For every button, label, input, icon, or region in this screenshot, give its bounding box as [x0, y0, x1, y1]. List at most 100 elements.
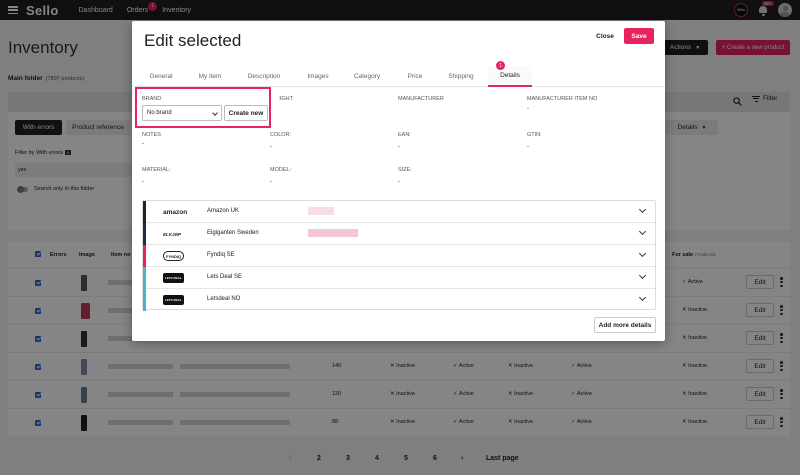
filter-button[interactable]: Filter	[752, 95, 777, 102]
nav-link-inventory[interactable]: Inventory	[162, 6, 192, 14]
gtin-value[interactable]: -	[527, 144, 529, 150]
chevron-down-icon[interactable]	[638, 293, 647, 302]
page-4[interactable]: 4	[375, 455, 379, 462]
menu-icon[interactable]	[8, 6, 18, 14]
tab-my-item[interactable]: My item	[198, 73, 222, 80]
nav-link-dashboard[interactable]: Dashboard	[78, 6, 113, 14]
row-checkbox[interactable]	[35, 308, 41, 314]
edit-button[interactable]: Edit	[746, 331, 774, 345]
more-options-icon[interactable]	[780, 305, 783, 315]
tab-with-errors[interactable]: With errors	[15, 120, 62, 135]
channel-status-cell: ✕ Inactive	[390, 391, 416, 397]
more-options-icon[interactable]	[780, 417, 783, 427]
more-options-icon[interactable]	[780, 333, 783, 343]
close-button[interactable]: Close	[596, 32, 614, 40]
quantity-cell: 120	[332, 391, 342, 397]
chevron-down-icon[interactable]	[638, 249, 647, 258]
table-row[interactable]: 88 ✕ Inactive ✓ Active ✕ Inactive ✓ Active ✕ …	[8, 408, 790, 435]
product-thumbnail	[81, 387, 87, 403]
next-page-icon[interactable]: ›	[461, 455, 464, 462]
select-all-checkbox[interactable]	[35, 251, 41, 257]
tab-price[interactable]: Price	[407, 73, 423, 80]
row-checkbox[interactable]	[35, 420, 41, 426]
user-avatar[interactable]	[778, 3, 792, 17]
last-page-link[interactable]: Last page	[486, 455, 519, 462]
tab-general[interactable]: General	[149, 73, 173, 80]
quantity-cell: 140	[332, 363, 342, 369]
tab-images[interactable]: Images	[307, 73, 329, 80]
more-options-icon[interactable]	[780, 389, 783, 399]
manufacturer-item-no-value[interactable]: -	[527, 106, 529, 112]
edit-button[interactable]: Edit	[746, 387, 774, 401]
notifications-bell-icon[interactable]: 99+	[758, 1, 774, 16]
row-checkbox[interactable]	[35, 280, 41, 286]
ean-value[interactable]: -	[398, 144, 400, 150]
table-row[interactable]: 120 ✕ Inactive ✓ Active ✕ Inactive ✓ Active ✕…	[8, 380, 790, 407]
modal-title: Edit selected	[144, 31, 242, 50]
title-redacted	[180, 420, 290, 425]
edit-button[interactable]: Edit	[746, 303, 774, 317]
row-checkbox[interactable]	[35, 392, 41, 398]
chevron-down-icon: ▼	[695, 44, 701, 51]
brand-select[interactable]: No brand	[142, 105, 222, 121]
create-product-button[interactable]: + Create a new product	[716, 40, 790, 55]
folder-label: Main folder	[8, 75, 43, 82]
chevron-down-icon[interactable]	[638, 271, 647, 280]
account-logo-icon[interactable]: Sello	[734, 3, 748, 17]
page-6[interactable]: 6	[433, 455, 437, 462]
page-3[interactable]: 3	[346, 455, 350, 462]
chevron-down-icon[interactable]	[638, 205, 647, 214]
tab-shipping[interactable]: Shipping	[448, 73, 474, 80]
tab-category[interactable]: Category	[353, 73, 381, 80]
filter-value-field[interactable]: yes	[15, 163, 133, 177]
orders-badge: 1	[148, 1, 158, 11]
chevron-down-icon	[212, 110, 218, 116]
page-5[interactable]: 5	[404, 455, 408, 462]
row-checkbox[interactable]	[35, 336, 41, 342]
filter-by-text: Filter by With errors	[15, 150, 63, 156]
channel-fyndiq-se[interactable]: FYNDIQ Fyndiq SE	[143, 245, 655, 267]
row-checkbox[interactable]	[35, 364, 41, 370]
channel-status-cell: ✕ Inactive	[508, 391, 534, 397]
details-label: Details	[677, 124, 698, 131]
details-dropdown[interactable]: Details ▼	[666, 120, 718, 135]
page-1[interactable]: 1	[288, 455, 292, 462]
search-icon[interactable]	[733, 97, 742, 106]
channel-elgiganten-sweden[interactable]: ELKJØP Elgiganten Sweden	[143, 223, 655, 245]
chevron-down-icon[interactable]	[638, 227, 647, 236]
remove-filter-chip[interactable]: x	[64, 150, 72, 155]
edit-button[interactable]: Edit	[746, 275, 774, 289]
filter-by-label: Filter by With errors x	[15, 150, 72, 156]
model-value[interactable]: -	[270, 179, 272, 185]
more-options-icon[interactable]	[780, 361, 783, 371]
for-sale-status-cell: ✕ Inactive	[682, 363, 708, 369]
size-value[interactable]: -	[398, 179, 400, 185]
channel-amazon-uk[interactable]: amazon Amazon UK	[143, 201, 655, 223]
notes-value[interactable]: -	[142, 141, 144, 147]
more-options-icon[interactable]	[780, 277, 783, 287]
tab-product-reference[interactable]: Product reference	[66, 120, 130, 135]
table-row[interactable]: 140 ✕ Inactive ✓ Active ✕ Inactive ✓ Active ✕…	[8, 352, 790, 379]
edit-button[interactable]: Edit	[746, 359, 774, 373]
channel-lets-deal-se[interactable]: LETS DEAL Lets Deal SE	[143, 267, 655, 289]
channel-letsdeal-no[interactable]: LETS DEAL Letsdeal NO	[143, 289, 655, 311]
modal-tabs: General My item Description Images Categ…	[132, 61, 665, 87]
actions-button[interactable]: Actions ▼	[662, 40, 708, 55]
tab-description[interactable]: Description	[247, 73, 281, 80]
search-folder-toggle[interactable]	[17, 185, 28, 193]
product-thumbnail	[81, 415, 87, 431]
nav-link-orders[interactable]: Orders 1	[127, 1, 158, 14]
create-new-brand-button[interactable]: Create new	[224, 105, 268, 121]
tab-details[interactable]: Details 1	[488, 61, 532, 87]
manufacturer-label: Manufacturer	[398, 96, 444, 102]
color-value[interactable]: -	[270, 144, 272, 150]
edit-button[interactable]: Edit	[746, 415, 774, 429]
save-button[interactable]: Save	[624, 28, 654, 44]
app-logo[interactable]: Sello	[26, 2, 59, 18]
header-errors: Errors	[50, 252, 67, 258]
page-2[interactable]: 2	[317, 455, 321, 462]
material-value[interactable]: -	[142, 179, 144, 185]
add-more-details-button[interactable]: Add more details	[594, 317, 656, 333]
for-sale-status-cell: ✕ Inactive	[682, 391, 708, 397]
size-label: Size:	[398, 167, 412, 173]
